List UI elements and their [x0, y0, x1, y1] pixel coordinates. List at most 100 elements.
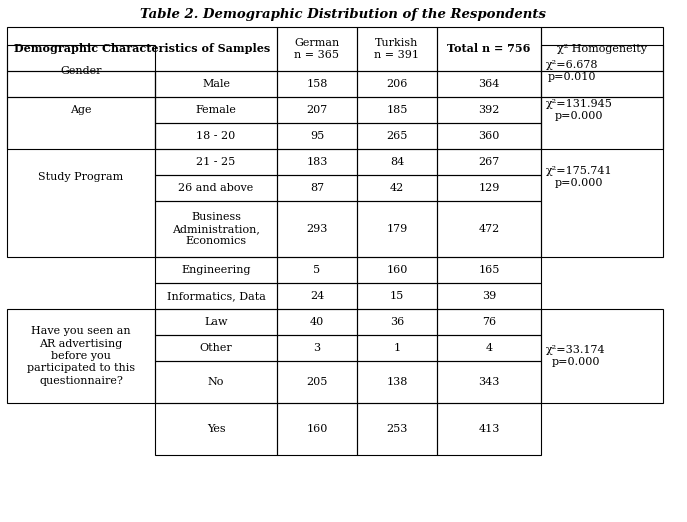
Bar	[437, 403, 541, 455]
Text: Have you seen an
AR advertising
before you
participated to this
questionnaire?: Have you seen an AR advertising before y…	[27, 326, 135, 386]
Text: 413: 413	[478, 424, 499, 434]
Bar	[277, 27, 357, 71]
Bar	[437, 27, 541, 71]
Bar	[277, 335, 357, 361]
Text: 165: 165	[478, 265, 499, 275]
Bar	[155, 335, 277, 361]
Bar	[357, 335, 437, 361]
Bar	[277, 309, 357, 335]
Text: χ²=33.174
p=0.000: χ²=33.174 p=0.000	[546, 345, 606, 367]
Bar	[277, 123, 357, 149]
Text: 253: 253	[386, 424, 407, 434]
Bar	[277, 283, 357, 309]
Text: Total n = 756: Total n = 756	[447, 43, 530, 54]
Bar	[357, 97, 437, 123]
Bar	[541, 71, 663, 149]
Bar	[155, 149, 277, 175]
Text: 364: 364	[478, 79, 499, 89]
Bar	[437, 361, 541, 403]
Text: 42: 42	[390, 183, 404, 193]
Text: 1: 1	[394, 343, 401, 353]
Bar	[437, 309, 541, 335]
Text: 360: 360	[478, 131, 499, 141]
Text: 84: 84	[390, 157, 404, 167]
Text: χ² Homogeneity: χ² Homogeneity	[557, 44, 647, 54]
Text: 15: 15	[390, 291, 404, 301]
Bar	[277, 175, 357, 201]
Text: Other: Other	[200, 343, 232, 353]
Bar	[541, 97, 663, 257]
Bar	[277, 97, 357, 123]
Bar	[357, 149, 437, 175]
Text: 205: 205	[306, 377, 328, 387]
Bar	[357, 201, 437, 257]
Bar	[155, 309, 277, 335]
Bar	[357, 361, 437, 403]
Bar	[437, 123, 541, 149]
Text: 24: 24	[310, 291, 324, 301]
Text: 267: 267	[478, 157, 499, 167]
Bar	[277, 257, 357, 283]
Bar	[155, 257, 277, 283]
Bar	[155, 361, 277, 403]
Text: 206: 206	[386, 79, 407, 89]
Text: 76: 76	[482, 317, 496, 327]
Bar	[541, 27, 663, 71]
Bar	[357, 71, 437, 97]
Bar	[277, 201, 357, 257]
Text: Gender: Gender	[60, 66, 102, 76]
Bar	[437, 149, 541, 175]
Bar	[357, 403, 437, 455]
Text: Business
Administration,
Economics: Business Administration, Economics	[172, 211, 260, 246]
Text: Demographic Characteristics of Samples: Demographic Characteristics of Samples	[14, 43, 270, 54]
Text: 183: 183	[306, 157, 328, 167]
Text: 5: 5	[313, 265, 321, 275]
Bar	[7, 71, 155, 149]
Bar	[7, 27, 277, 71]
Text: 39: 39	[482, 291, 496, 301]
Text: Female: Female	[196, 105, 236, 115]
Bar	[541, 309, 663, 403]
Text: 138: 138	[386, 377, 407, 387]
Bar	[155, 403, 277, 455]
Bar	[7, 309, 155, 403]
Bar	[437, 71, 541, 97]
Bar	[277, 361, 357, 403]
Bar	[541, 45, 663, 97]
Text: 3: 3	[313, 343, 321, 353]
Bar	[155, 97, 277, 123]
Bar	[277, 403, 357, 455]
Bar	[155, 201, 277, 257]
Text: 95: 95	[310, 131, 324, 141]
Text: 185: 185	[386, 105, 407, 115]
Text: 160: 160	[386, 265, 407, 275]
Bar	[357, 175, 437, 201]
Bar	[155, 283, 277, 309]
Text: Turkish
n = 391: Turkish n = 391	[374, 38, 420, 60]
Text: χ²=131.945
p=0.000: χ²=131.945 p=0.000	[546, 99, 613, 121]
Text: Yes: Yes	[207, 424, 225, 434]
Text: 160: 160	[306, 424, 328, 434]
Text: 21 - 25: 21 - 25	[196, 157, 236, 167]
Bar	[437, 335, 541, 361]
Text: 392: 392	[478, 105, 499, 115]
Bar	[357, 123, 437, 149]
Bar	[277, 71, 357, 97]
Text: 18 - 20: 18 - 20	[196, 131, 236, 141]
Text: χ²=175.741
p=0.000: χ²=175.741 p=0.000	[546, 166, 613, 188]
Text: 26 and above: 26 and above	[179, 183, 254, 193]
Text: 158: 158	[306, 79, 328, 89]
Text: Law: Law	[204, 317, 228, 327]
Bar	[277, 149, 357, 175]
Text: Study Program: Study Program	[38, 172, 124, 182]
Bar	[155, 175, 277, 201]
Bar	[155, 123, 277, 149]
Text: Informatics, Data: Informatics, Data	[166, 291, 265, 301]
Bar	[437, 175, 541, 201]
Bar	[357, 27, 437, 71]
Text: 40: 40	[310, 317, 324, 327]
Text: 129: 129	[478, 183, 499, 193]
Text: χ²=6.678
p=0.010: χ²=6.678 p=0.010	[546, 60, 598, 82]
Bar	[357, 283, 437, 309]
Text: Male: Male	[202, 79, 230, 89]
